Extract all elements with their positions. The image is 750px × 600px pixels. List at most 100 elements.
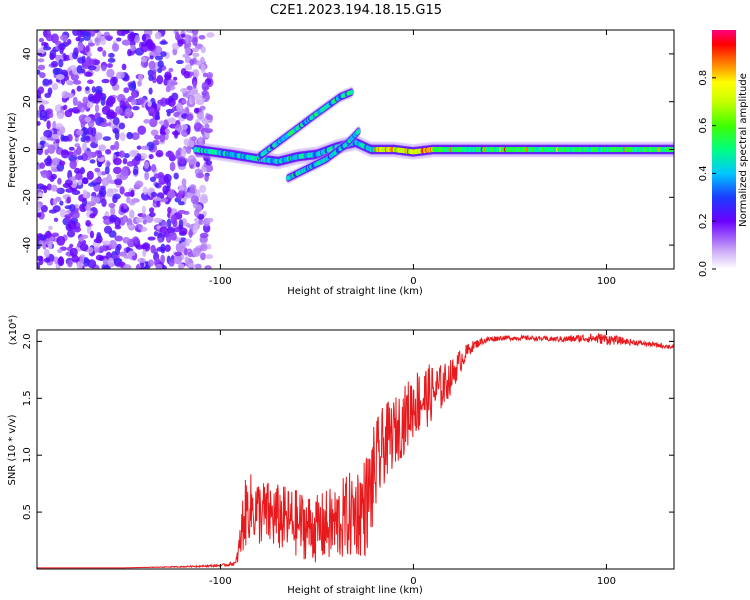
- noise-speckle: [189, 58, 195, 66]
- noise-speckle: [104, 35, 114, 41]
- noise-speckle: [203, 155, 211, 162]
- noise-speckle: [94, 177, 103, 183]
- noise-speckle: [66, 92, 75, 99]
- noise-speckle: [55, 73, 65, 81]
- noise-speckle: [106, 190, 114, 198]
- noise-speckle: [68, 146, 75, 151]
- noise-speckle: [102, 50, 107, 57]
- noise-speckle: [156, 200, 161, 208]
- noise-speckle: [112, 117, 120, 126]
- noise-speckle: [131, 132, 140, 141]
- noise-speckle: [191, 157, 197, 165]
- noise-speckle: [180, 88, 187, 93]
- noise-speckle: [82, 189, 88, 199]
- noise-speckle: [178, 201, 185, 206]
- noise-speckle: [47, 87, 53, 96]
- noise-speckle: [185, 113, 194, 121]
- noise-speckle: [160, 51, 167, 58]
- noise-speckle: [82, 142, 88, 152]
- noise-speckle: [140, 145, 150, 151]
- noise-speckle: [37, 69, 41, 75]
- noise-speckle: [37, 109, 41, 118]
- noise-speckle: [131, 80, 136, 90]
- noise-speckle: [82, 257, 90, 267]
- noise-speckle: [130, 99, 137, 106]
- noise-speckle: [74, 167, 81, 174]
- noise-speckle: [108, 111, 118, 119]
- noise-speckle: [173, 129, 179, 139]
- snr-series-line: [37, 332, 674, 569]
- noise-speckle: [190, 94, 196, 104]
- noise-speckle: [122, 236, 131, 244]
- noise-speckle: [76, 65, 83, 74]
- noise-speckle: [170, 214, 177, 225]
- noise-speckle: [57, 248, 63, 254]
- noise-speckle: [171, 92, 179, 101]
- noise-speckle: [190, 195, 199, 205]
- snr-ylabel: SNR (10 * v/v): [7, 414, 18, 485]
- noise-speckle: [142, 219, 147, 225]
- noise-speckle: [156, 246, 166, 252]
- noise-speckle: [51, 157, 61, 166]
- noise-speckle: [60, 134, 65, 142]
- noise-speckle: [94, 36, 101, 46]
- noise-speckle: [187, 251, 194, 258]
- noise-speckle: [114, 178, 123, 186]
- noise-speckle: [129, 31, 136, 40]
- noise-speckle: [71, 106, 80, 114]
- figure-title: C2E1.2023.194.18.15.G15: [270, 3, 442, 18]
- x-tick-label: -100: [209, 276, 232, 287]
- noise-speckle: [128, 150, 138, 158]
- noise-speckle: [66, 79, 71, 85]
- noise-speckle: [137, 73, 144, 82]
- y-tick-label: -40: [22, 237, 33, 253]
- noise-speckle: [86, 101, 94, 109]
- noise-speckle: [157, 237, 163, 243]
- noise-speckle: [200, 46, 206, 54]
- noise-speckle: [123, 87, 130, 94]
- noise-speckle: [192, 36, 198, 47]
- noise-speckle: [126, 161, 135, 167]
- noise-speckle: [97, 46, 104, 52]
- noise-speckle: [148, 60, 156, 70]
- noise-speckle: [149, 176, 157, 183]
- noise-speckle: [106, 63, 113, 68]
- noise-speckle: [90, 195, 96, 203]
- noise-speckle: [178, 155, 186, 165]
- noise-speckle: [172, 106, 177, 112]
- noise-speckle: [126, 196, 131, 204]
- noise-speckle: [85, 45, 90, 53]
- noise-speckle: [164, 71, 172, 81]
- noise-speckle: [39, 109, 48, 119]
- y-tick-label: 20: [22, 95, 33, 108]
- noise-speckle: [50, 184, 58, 192]
- noise-speckle: [132, 105, 140, 111]
- noise-speckle: [127, 48, 132, 57]
- noise-speckle: [144, 38, 154, 49]
- noise-speckle: [184, 47, 192, 55]
- noise-speckle: [47, 144, 56, 155]
- noise-speckle: [184, 35, 190, 44]
- noise-speckle: [45, 108, 53, 115]
- noise-speckle: [112, 195, 118, 204]
- noise-speckle: [199, 232, 209, 239]
- noise-speckle: [159, 198, 169, 203]
- noise-speckle: [59, 34, 68, 41]
- noise-speckle: [111, 42, 120, 52]
- noise-speckle: [116, 71, 125, 79]
- noise-speckle: [101, 65, 107, 72]
- noise-speckle: [159, 40, 168, 45]
- noise-speckle: [40, 170, 50, 179]
- noise-speckle: [152, 196, 162, 201]
- colorbar-label: Normalized spectral amplitude: [738, 73, 749, 227]
- noise-speckle: [43, 257, 51, 263]
- noise-speckle: [61, 41, 70, 47]
- noise-speckle: [93, 246, 100, 253]
- noise-speckle: [199, 196, 209, 204]
- noise-speckle: [167, 206, 172, 214]
- noise-speckle: [115, 151, 120, 158]
- colorbar-tick-label: 0.8: [698, 70, 709, 86]
- noise-speckle: [137, 80, 142, 87]
- noise-speckle: [177, 209, 186, 215]
- noise-speckle: [144, 171, 150, 181]
